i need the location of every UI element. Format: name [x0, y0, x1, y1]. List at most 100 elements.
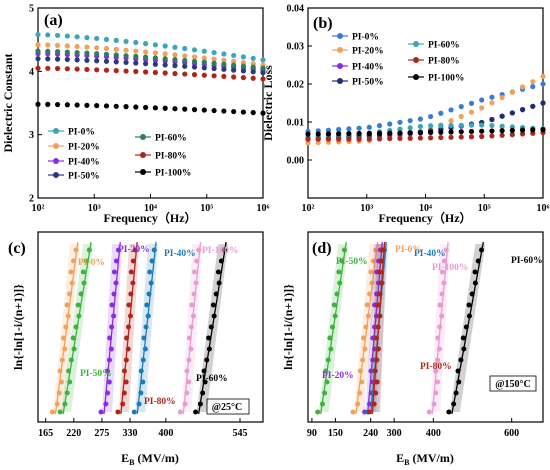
panel-d-point-pi-50pct-13 — [339, 258, 345, 264]
panel-b-legend-item-pi-80pct: PI-80% — [408, 57, 460, 67]
panel-a-point-pi-100pct-10 — [133, 104, 139, 110]
panel-c-point-pi-80pct-0 — [120, 401, 126, 407]
panel-b-point-pi-100pct-9 — [397, 130, 403, 136]
panel-d-xlabel: EB (MV/m) — [396, 451, 454, 467]
panel-a-legend-marker-pi-100pct — [140, 169, 146, 175]
panel-d-point-pi-60pct-7 — [463, 324, 469, 330]
panel-b-point-pi-100pct-4 — [346, 131, 352, 137]
panel-b-point-pi-80pct-21 — [519, 131, 526, 137]
panel-a-point-pi-50pct-10 — [133, 60, 139, 66]
panel-d-point-pi-20pct-8 — [373, 313, 379, 319]
panel-b-point-pi-100pct-6 — [366, 130, 372, 136]
panel-b-point-pi-100pct-8 — [387, 130, 393, 136]
panel-b-legend-label-pi-100pct: PI-100% — [428, 74, 464, 84]
panel-d-point-pi-50pct-5 — [328, 346, 334, 352]
panel-b-series-pi-50pct — [305, 100, 546, 141]
panel-d-point-pi-100pct-9 — [437, 302, 443, 308]
panel-a-point-pi-0pct-5 — [84, 34, 90, 41]
panel-a-legend-marker-pi-60pct — [140, 134, 146, 140]
panel-b-series-pi-100pct — [305, 127, 546, 137]
panel-d-point-pi-0pct-3 — [357, 368, 363, 374]
panel-d-point-pi-100pct-4 — [435, 357, 441, 363]
panel-a-ytick-label-0: 2 — [29, 194, 34, 205]
panel-d-point-pi-50pct-6 — [327, 335, 333, 341]
panel-a-point-pi-100pct-19 — [221, 108, 227, 114]
panel-d-series: PI-50% PI-0% PI-20% PI-40% PI-80% PI-100% PI-6… — [315, 241, 543, 415]
panel-a-legend-item-pi-80pct: PI-80% — [135, 152, 187, 162]
panel-a-point-pi-0pct-11 — [143, 41, 149, 47]
panel-b-point-pi-0pct-23 — [540, 81, 546, 87]
panel-b-point-pi-0pct-12 — [428, 113, 434, 120]
panel-a-point-pi-80pct-4 — [74, 66, 80, 72]
panel-a-point-pi-80pct-8 — [113, 68, 119, 74]
panel-c-point-pi-40pct-3 — [138, 368, 144, 374]
panel-a-point-pi-0pct-8 — [113, 37, 119, 43]
panel-a-point-pi-0pct-2 — [54, 32, 61, 39]
panel-b-point-pi-100pct-7 — [376, 130, 383, 136]
panel-c-point-pi-20pct-0 — [103, 401, 109, 407]
panel-d-ylabel: ln{-ln[1-i/(n+1)]} — [281, 284, 295, 370]
panel-d-condition-box — [489, 375, 537, 392]
panel-d-series-label-pi-40pct: PI-40% — [414, 249, 446, 259]
panel-a: (a) 10² 10³ 10⁴ 10⁵ 10⁶ 2 3 4 5 PI-0% PI-20% PI-40… — [1, 4, 270, 226]
panel-c-point-pi-50pct-6 — [70, 335, 76, 341]
panel-a-point-pi-20pct-2 — [54, 42, 61, 48]
panel-a-point-pi-0pct-7 — [103, 36, 110, 42]
panel-b-point-pi-80pct-15 — [458, 134, 464, 140]
panel-b-point-pi-20pct-20 — [509, 89, 515, 95]
panel-b-point-pi-50pct-19 — [499, 113, 505, 119]
panel-a-point-pi-60pct-13 — [162, 56, 168, 62]
panel-d-point-pi-50pct-0 — [319, 401, 325, 407]
panel-a-point-pi-20pct-1 — [45, 42, 51, 48]
panel-d-point-pi-50pct-2 — [324, 379, 330, 385]
panel-c-xlabel-sub: B — [129, 458, 135, 467]
panel-a-point-pi-60pct-16 — [191, 58, 198, 64]
panel-a-point-pi-20pct-7 — [103, 45, 110, 52]
panel-d-point-pi-100pct-8 — [439, 313, 445, 319]
panel-c-xlabel-unit: (MV/m) — [135, 451, 179, 465]
panel-d-series-label-pi-100pct: PI-100% — [432, 263, 468, 273]
panel-c-point-pi-40pct-7 — [143, 324, 149, 330]
panel-c-point-pi-80pct-3 — [121, 368, 127, 374]
panel-a-point-pi-20pct-9 — [123, 47, 129, 53]
panel-c-point-pi-50pct-0 — [62, 401, 68, 407]
panel-d-series-pi-100pct — [426, 241, 451, 415]
panel-a-point-pi-20pct-10 — [133, 48, 139, 54]
panel-a-point-pi-20pct-12 — [152, 50, 158, 56]
panel-c-point-pi-60pct-5 — [206, 346, 212, 352]
panel-a-point-pi-20pct-0 — [35, 42, 41, 48]
panel-c-xtick-label-1: 220 — [66, 428, 81, 439]
panel-c-point-pi-60pct-9 — [210, 302, 216, 308]
panel-c-point-pi-50pct-1 — [64, 390, 70, 396]
panel-d-point-pi-60pct-14 — [479, 247, 485, 253]
panel-c-point-pi-40pct-2 — [140, 379, 146, 385]
panel-d-point-pi-80pct-2 — [374, 379, 380, 385]
panel-d-point-pi-60pct-2 — [456, 379, 462, 385]
panel-c-point-pi-100pct-11 — [193, 280, 199, 286]
panel-d-point-pi-80pct-4 — [374, 357, 380, 363]
panel-c-point-pi-20pct-2 — [106, 379, 112, 385]
panel-d-xtick-label-4: 400 — [426, 428, 441, 439]
panel-c-point-pi-80pct-2 — [123, 379, 129, 385]
panel-d-frame — [307, 231, 544, 423]
panel-c-outlier-pi-20pct — [98, 409, 104, 415]
panel-c-point-pi-40pct-12 — [147, 269, 153, 275]
panel-c-point-pi-0pct-11 — [69, 280, 75, 286]
panel-a-point-pi-60pct-22 — [250, 64, 256, 70]
panel-d-point-pi-80pct-8 — [377, 313, 383, 319]
panel-c-point-pi-20pct-6 — [107, 335, 113, 341]
panel-d-ticks: 90 150 240 300 400 600 — [307, 418, 519, 439]
panel-c-point-pi-80pct-12 — [128, 269, 134, 275]
panel-a-series-pi-20pct — [35, 42, 266, 68]
panel-d-point-pi-100pct-13 — [441, 258, 447, 264]
panel-b-point-pi-100pct-21 — [519, 127, 526, 133]
panel-a-point-pi-50pct-19 — [221, 66, 227, 72]
panel-a-point-pi-50pct-22 — [250, 69, 256, 75]
panel-b-ytick-label-0: 0.00 — [287, 156, 305, 167]
panel-b-point-pi-80pct-14 — [448, 134, 454, 140]
panel-a-point-pi-100pct-4 — [74, 102, 80, 108]
panel-a-point-pi-60pct-23 — [260, 65, 266, 71]
panel-a-point-pi-20pct-5 — [84, 44, 90, 50]
panel-a-point-pi-80pct-17 — [201, 72, 207, 78]
panel-a-point-pi-0pct-15 — [182, 45, 188, 52]
